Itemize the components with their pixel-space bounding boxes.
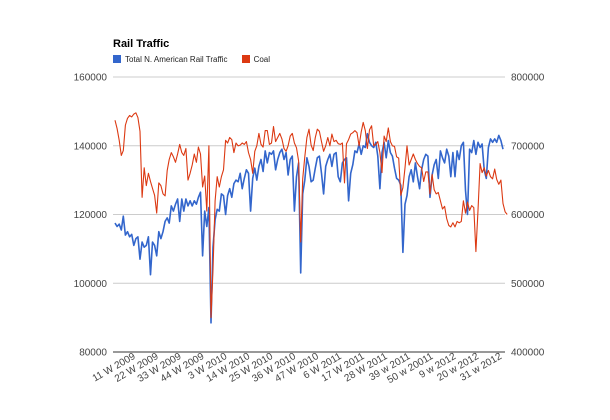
y-left-tick-label: 100000 [74,279,108,290]
y-axis-right: 400000 500000 600000 700000 800000 [511,73,545,359]
y-left-tick-label: 160000 [74,73,108,84]
series-lines [114,112,508,324]
y-right-tick-label: 400000 [511,348,545,359]
legend-swatch-total-traffic [113,55,121,63]
y-axis-left: 80000 100000 120000 140000 160000 [74,73,108,359]
y-right-tick-label: 700000 [511,141,545,152]
legend-label-coal: Coal [253,54,271,64]
y-right-tick-label: 600000 [511,210,545,221]
series-line-coal [114,112,508,319]
y-right-tick-label: 800000 [511,73,545,84]
legend-item-total-traffic[interactable]: Total N. American Rail Traffic [113,55,228,64]
legend-item-coal[interactable]: Coal [241,54,271,64]
legend-swatch-coal [241,55,250,63]
legend: Total N. American Rail Traffic Coal [113,53,284,65]
y-right-tick-label: 500000 [511,279,545,290]
legend-label-total-traffic: Total N. American Rail Traffic [125,54,228,64]
chart-title: Rail Traffic [113,38,170,50]
y-left-tick-label: 80000 [79,348,107,359]
y-left-tick-label: 140000 [74,141,108,152]
y-left-tick-label: 120000 [74,210,108,221]
series-line-total-traffic [114,132,504,324]
